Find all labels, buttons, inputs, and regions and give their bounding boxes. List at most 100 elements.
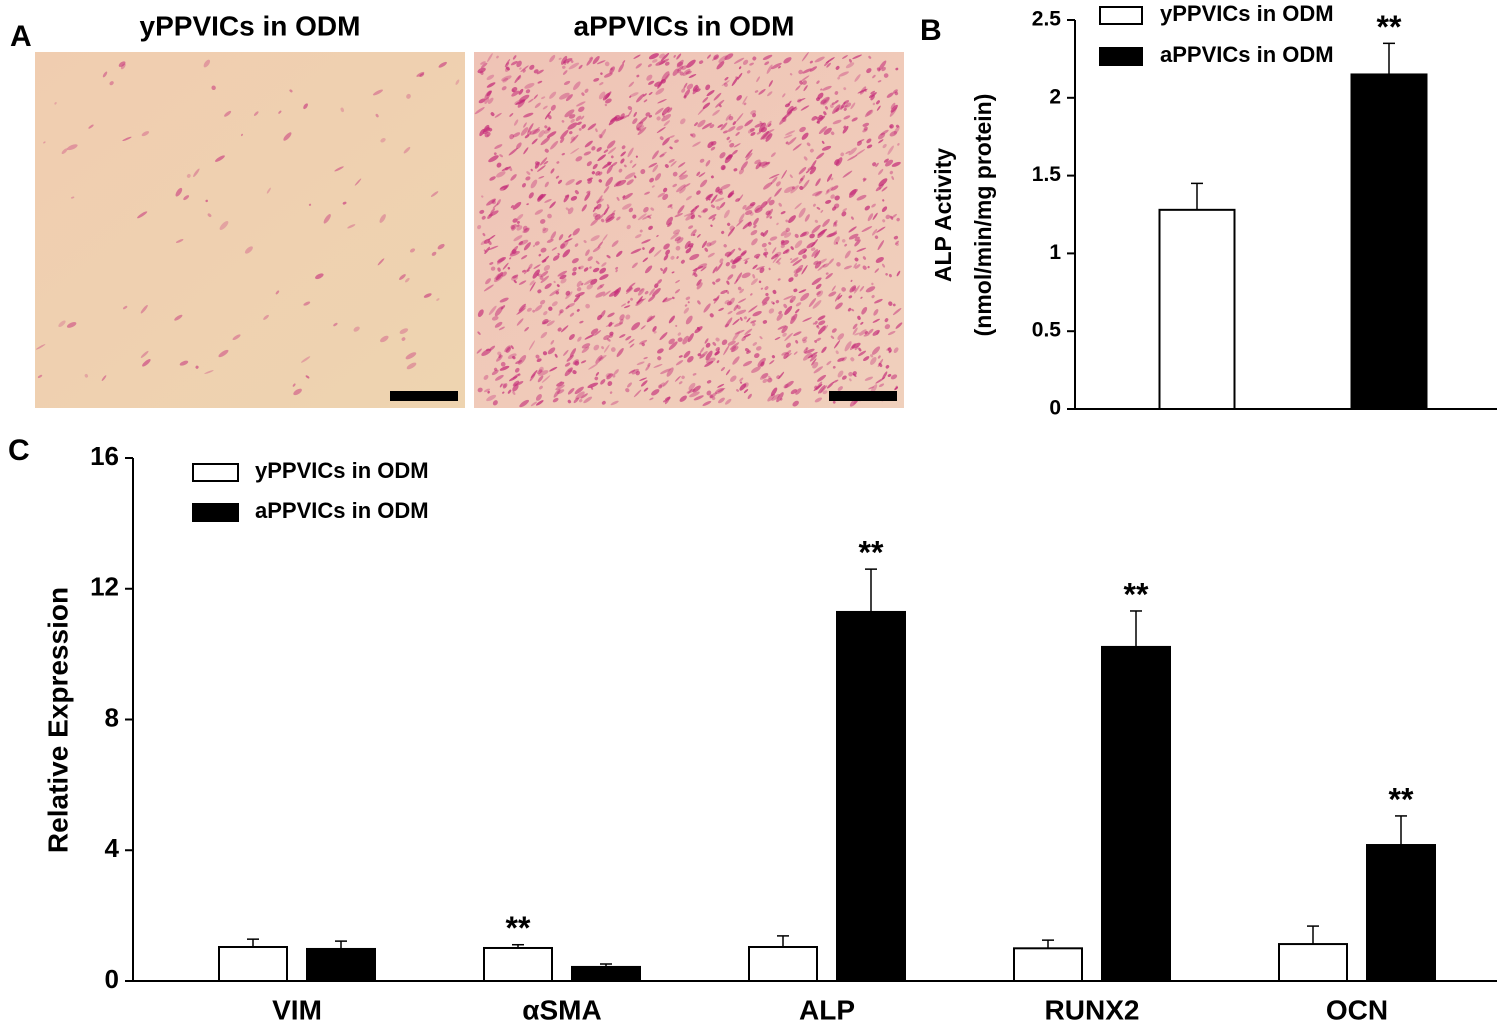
stain	[863, 126, 868, 131]
stain	[537, 289, 542, 294]
stain	[626, 179, 634, 186]
stain	[760, 201, 768, 209]
stain	[834, 91, 839, 95]
stain	[512, 274, 519, 279]
stain	[629, 343, 635, 348]
stain	[513, 235, 523, 242]
stain	[560, 137, 565, 144]
stain	[539, 276, 544, 280]
stain	[516, 224, 520, 227]
stain	[598, 179, 603, 183]
stain	[615, 266, 619, 270]
stain	[794, 240, 803, 249]
stain	[614, 322, 624, 327]
stain	[529, 64, 535, 70]
stain	[820, 88, 823, 91]
stain	[690, 133, 693, 137]
stain	[675, 279, 680, 284]
stain	[481, 215, 486, 220]
stain	[759, 267, 765, 274]
stain	[810, 160, 817, 170]
legend-label: yPPVICs in ODM	[1160, 1, 1334, 26]
stain	[716, 262, 723, 272]
stain	[275, 290, 280, 295]
stain	[849, 378, 852, 382]
stain	[716, 206, 721, 211]
stain	[843, 87, 847, 91]
stain	[532, 269, 540, 279]
stain	[782, 249, 789, 255]
stain	[405, 277, 410, 283]
stain	[776, 181, 781, 187]
stain	[874, 298, 883, 304]
stain	[542, 321, 546, 324]
stain	[816, 291, 821, 296]
stain	[883, 158, 889, 163]
stain	[688, 225, 694, 229]
stain	[643, 356, 648, 360]
stain	[724, 53, 734, 60]
stain	[768, 267, 771, 271]
stain	[767, 91, 773, 97]
stain	[565, 291, 573, 300]
stain	[848, 371, 853, 377]
stain	[490, 208, 496, 214]
stain	[278, 110, 282, 114]
stain	[581, 282, 584, 286]
stain	[692, 385, 701, 393]
stain	[790, 299, 794, 303]
stain	[556, 284, 560, 288]
stain	[789, 295, 796, 303]
stain	[595, 291, 606, 298]
stain	[877, 240, 885, 251]
stain	[867, 328, 874, 335]
stain	[705, 160, 711, 167]
stain	[771, 253, 779, 260]
stain	[813, 366, 824, 374]
stain	[627, 105, 633, 111]
stain	[698, 172, 706, 178]
stain	[826, 173, 833, 182]
stain	[817, 315, 826, 321]
stain	[516, 318, 524, 326]
stain	[853, 262, 857, 269]
stain	[607, 312, 615, 318]
stain	[858, 347, 862, 352]
stain	[35, 344, 46, 350]
stain	[834, 195, 840, 201]
stain	[529, 280, 535, 286]
stain	[500, 361, 506, 367]
stain	[590, 386, 594, 390]
stain	[659, 332, 668, 341]
stain	[888, 350, 892, 354]
stain	[581, 343, 591, 349]
stain	[702, 208, 709, 213]
stain	[793, 351, 798, 355]
stain	[520, 127, 529, 136]
stain	[477, 387, 483, 393]
stain	[639, 229, 643, 233]
stain	[437, 243, 445, 250]
stain	[534, 209, 544, 215]
stain	[765, 196, 772, 206]
scale-bar	[829, 391, 897, 401]
stain	[848, 295, 853, 299]
stain	[868, 55, 872, 59]
stain	[727, 227, 736, 237]
stain	[785, 130, 796, 136]
stain	[731, 264, 737, 269]
stain	[785, 219, 789, 223]
stain	[577, 336, 582, 342]
stain	[768, 173, 780, 179]
stain	[544, 181, 549, 188]
stain	[514, 383, 517, 387]
stain	[436, 298, 440, 301]
stain	[529, 281, 536, 292]
stain	[857, 315, 861, 321]
stain	[712, 342, 717, 346]
stain	[659, 136, 664, 141]
stain	[698, 60, 704, 64]
stain	[594, 376, 599, 381]
stain	[502, 262, 509, 270]
stain	[766, 64, 773, 74]
